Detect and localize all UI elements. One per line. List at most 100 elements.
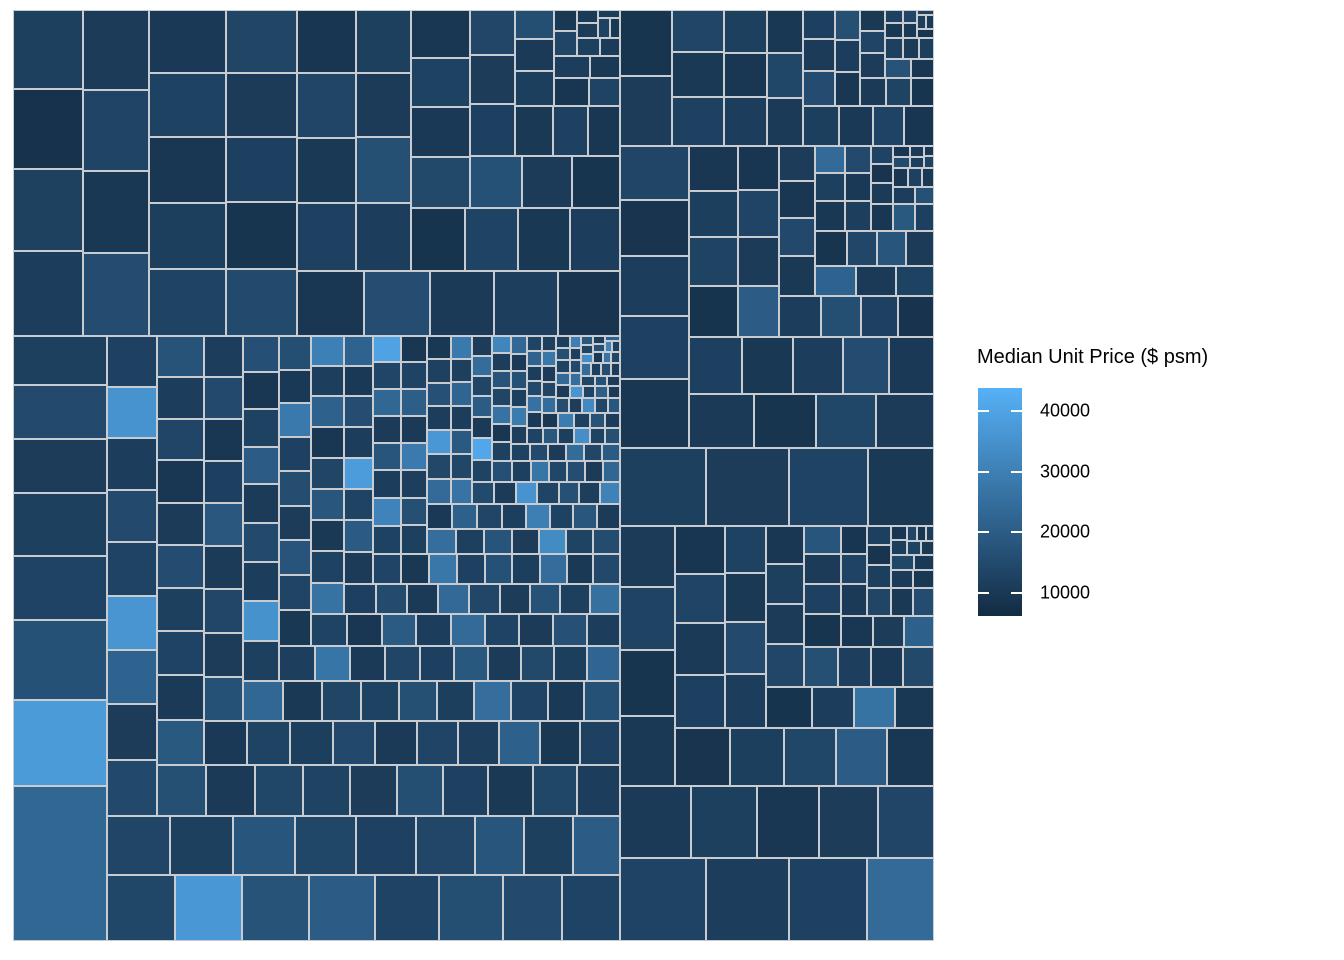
treemap-tile [570,373,581,386]
treemap-tile [204,377,243,419]
treemap-tile [893,187,915,204]
treemap-tile [725,573,766,622]
treemap-tile [556,336,570,348]
treemap-tile [554,56,590,78]
treemap-tile [903,10,917,23]
treemap-tile [472,396,492,417]
treemap-tile [867,545,891,565]
treemap-tile [527,428,543,444]
treemap-tile [689,146,738,191]
treemap-tile [397,765,443,816]
treemap-tile [417,721,458,765]
treemap-tile [411,208,465,271]
treemap-tile [556,373,570,385]
treemap-tile [620,786,691,858]
treemap-tile [779,218,815,256]
treemap-tile [439,875,503,941]
treemap-tile [204,633,243,677]
treemap-tile [295,816,356,875]
treemap-tile [107,490,157,542]
treemap-tile [401,362,427,389]
treemap-tile [672,97,724,146]
treemap-tile [157,419,204,460]
legend-tick [1011,470,1022,473]
treemap-tile [816,394,876,448]
treemap-tile [311,520,344,551]
treemap-tile [469,584,500,614]
treemap-tile [311,458,344,489]
treemap-tile [724,53,767,97]
treemap-tile [675,623,725,675]
treemap-tile [841,526,867,554]
treemap-tile [910,146,924,157]
treemap-tile [556,385,570,398]
treemap-tile [499,721,540,765]
treemap-tile [738,146,779,190]
treemap-tile [896,266,934,296]
treemap-tile [175,875,242,941]
treemap-tile [767,98,803,146]
treemap-tile [706,858,789,941]
treemap-tile [427,406,451,430]
treemap-tile [373,416,401,443]
treemap-tile [13,385,107,439]
treemap-tile [841,554,867,584]
treemap-tile [672,52,724,97]
treemap-tile [620,448,706,526]
treemap-tile [157,460,204,503]
treemap-tile [204,546,243,589]
treemap-tile [485,614,519,646]
treemap-tile [13,89,83,169]
treemap-tile [204,503,243,546]
treemap-tile [620,76,672,146]
treemap-tile [600,482,620,504]
treemap-tile [344,584,376,614]
treemap-tile [908,168,922,187]
treemap-tile [427,336,451,359]
treemap-tile [226,137,297,202]
treemap-tile [311,336,344,366]
treemap-tile [573,816,620,875]
treemap-tile [903,23,917,38]
treemap-tile [907,541,921,555]
treemap-tile [581,336,593,345]
treemap-tile [492,424,511,442]
treemap-tile [548,681,584,721]
legend-tick [978,470,989,473]
treemap-tile [279,336,311,370]
treemap-tile [157,675,204,720]
treemap-tile [856,266,896,296]
treemap-tile [531,461,549,482]
treemap-tile [451,406,472,430]
treemap-tile [924,156,934,168]
treemap-tile [689,237,738,286]
treemap-tile [922,168,934,187]
treemap-tile [472,336,492,356]
treemap-tile [526,504,550,529]
treemap-tile [401,443,427,470]
legend-gradient-bar [978,388,1022,616]
treemap-tile [611,352,620,363]
treemap-tile [530,584,560,614]
treemap-tile [373,443,401,470]
treemap-tile [554,31,577,56]
treemap-tile [591,363,601,376]
treemap-tile [815,266,856,296]
treemap-tile [605,413,620,428]
treemap-tile [279,506,311,540]
treemap-tile [527,396,542,412]
treemap-tile [738,237,779,286]
treemap-tile [511,354,527,371]
treemap-tile [887,728,934,786]
treemap-tile [488,646,521,681]
treemap-tile [566,529,593,554]
treemap-tile [803,106,839,146]
treemap-tile [243,447,279,484]
treemap-tile [580,721,620,765]
treemap-tile [793,337,843,394]
treemap-tile [914,555,934,570]
treemap-tile [607,376,620,386]
treemap-tile [356,137,411,203]
treemap-tile [311,614,347,646]
treemap-tile [484,529,512,554]
